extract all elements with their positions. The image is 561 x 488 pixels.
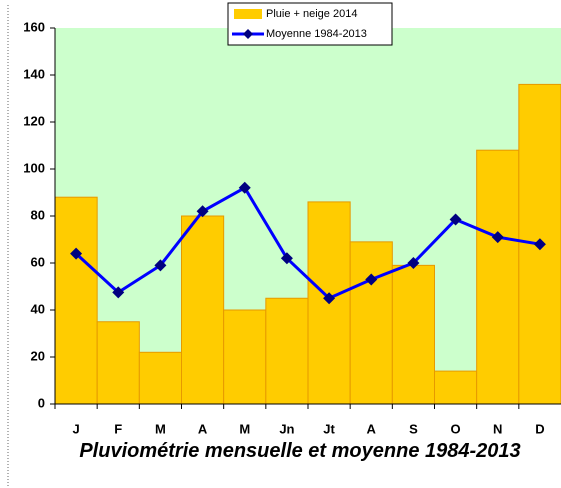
marker <box>407 257 420 269</box>
legend-label: Moyenne 1984-2013 <box>266 28 367 40</box>
y-tick-label: 100 <box>23 160 45 175</box>
bar <box>265 297 309 405</box>
legend-swatch <box>234 9 262 19</box>
marker <box>323 292 336 305</box>
bar <box>138 351 182 405</box>
marker <box>449 213 462 226</box>
y-tick-label: 20 <box>31 348 45 363</box>
line <box>75 185 541 301</box>
x-tick-label: M <box>239 421 250 436</box>
y-tick-label: 140 <box>23 66 45 81</box>
x-tick-label: Jn <box>279 421 294 436</box>
marker <box>154 259 167 272</box>
marker <box>280 252 293 265</box>
bar <box>54 196 98 405</box>
bar <box>181 215 225 405</box>
bar <box>96 321 140 405</box>
x-tick-label: N <box>493 421 502 436</box>
bar <box>349 241 393 405</box>
bar <box>223 309 267 405</box>
bar <box>476 149 520 405</box>
marker <box>196 205 209 218</box>
chart-title: Pluviométrie mensuelle et moyenne 1984-2… <box>79 440 521 462</box>
marker <box>491 231 504 244</box>
x-tick-label: S <box>409 421 418 436</box>
bar <box>391 264 436 405</box>
x-tick-label: A <box>367 421 377 436</box>
marker <box>533 238 546 251</box>
marker <box>238 181 251 194</box>
marker <box>70 247 83 260</box>
y-tick-label: 0 <box>38 395 45 410</box>
y-tick-label: 160 <box>23 19 45 34</box>
x-tick-label: A <box>198 421 208 436</box>
x-tick-label: O <box>451 421 461 436</box>
x-tick-label: D <box>535 421 544 436</box>
marker <box>365 273 378 286</box>
x-tick-label: F <box>114 421 122 436</box>
x-tick-label: M <box>155 421 166 436</box>
legend-marker <box>243 29 253 39</box>
y-tick-label: 40 <box>31 301 45 316</box>
legend-label: Pluie + neige 2014 <box>266 8 357 20</box>
bar <box>434 370 478 405</box>
y-tick-label: 60 <box>31 254 45 269</box>
x-tick-label: J <box>72 421 79 436</box>
x-tick-label: Jt <box>323 421 335 436</box>
y-tick-label: 120 <box>23 113 45 128</box>
y-tick-label: 80 <box>31 207 45 222</box>
marker <box>112 286 125 299</box>
